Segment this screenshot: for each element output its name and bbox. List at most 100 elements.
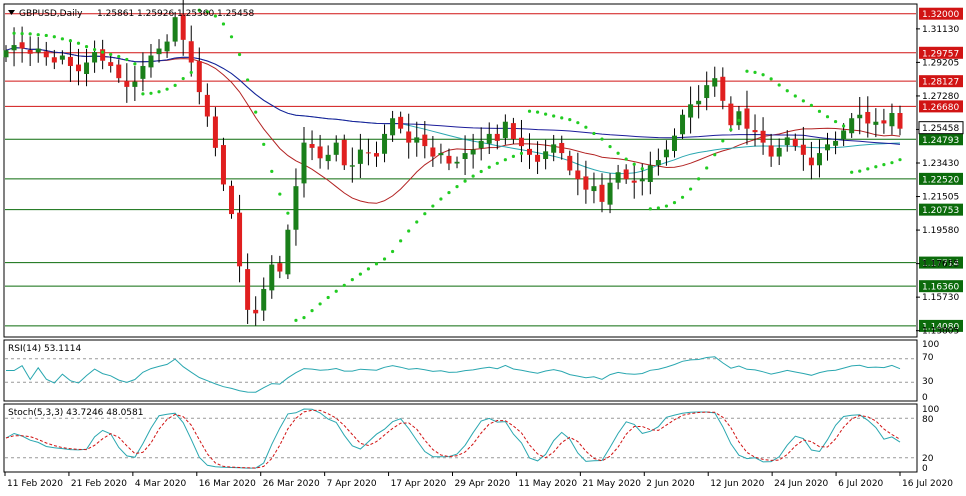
candle-body-15 <box>124 80 130 87</box>
candle-body-95 <box>768 145 774 157</box>
candle-body-7 <box>59 55 65 60</box>
stoch-level-100: 100 <box>922 405 939 415</box>
candle-body-39 <box>317 146 323 159</box>
psar-dot-24 <box>197 8 201 12</box>
time-tick-label-6: 17 Apr 2020 <box>391 479 447 489</box>
candle-body-68 <box>551 144 557 153</box>
psar-dot-52 <box>423 212 427 216</box>
psar-dot-101 <box>817 109 822 113</box>
psar-dot-77 <box>624 157 628 161</box>
psar-dot-87 <box>705 166 709 170</box>
time-tick-label-0: 11 Feb 2020 <box>7 479 63 489</box>
psar-dot-40 <box>326 295 330 300</box>
psar-dot-35 <box>286 211 290 215</box>
psar-dot-19 <box>157 90 161 94</box>
candle-body-51 <box>414 137 420 143</box>
dropdown-triangle-icon[interactable] <box>8 10 15 15</box>
psar-dot-102 <box>825 115 830 119</box>
psar-dot-39 <box>318 302 322 306</box>
time-tick-label-7: 29 Apr 2020 <box>455 479 511 489</box>
time-tick-label-14: 16 Jul 2020 <box>902 479 953 489</box>
time-tick-label-3: 16 Mar 2020 <box>199 479 256 489</box>
rsi-label: RSI(14) 53.1114 <box>8 344 81 354</box>
psar-dot-104 <box>842 124 846 128</box>
psar-dot-85 <box>688 187 693 191</box>
psar-dot-110 <box>890 161 894 165</box>
ohlc-open: 1.25861 <box>97 9 134 19</box>
psar-dot-4 <box>36 33 40 37</box>
psar-dot-98 <box>793 94 797 98</box>
time-tick-label-2: 4 Mar 2020 <box>135 479 187 489</box>
rsi-level-70: 70 <box>922 353 934 363</box>
candle-body-83 <box>671 135 677 151</box>
candle-body-3 <box>27 49 33 54</box>
psar-dot-66 <box>535 110 540 114</box>
candle-body-88 <box>712 78 718 87</box>
psar-dot-7 <box>60 37 64 41</box>
candle-body-63 <box>510 123 516 140</box>
candle-body-8 <box>67 56 73 66</box>
psar-dot-100 <box>809 103 814 107</box>
psar-dot-9 <box>76 41 81 45</box>
psar-dot-99 <box>801 99 805 103</box>
candle-body-98 <box>792 138 798 147</box>
candle-body-40 <box>325 154 331 162</box>
psar-dot-42 <box>342 283 346 287</box>
time-tick-label-10: 2 Jun 2020 <box>646 479 695 489</box>
candle-body-64 <box>518 137 524 147</box>
psar-dot-65 <box>527 109 532 113</box>
psar-dot-55 <box>447 190 451 195</box>
rsi-level-0: 0 <box>922 393 928 403</box>
candle-body-35 <box>285 229 291 275</box>
psar-dot-56 <box>455 185 459 189</box>
candle-body-70 <box>567 155 573 171</box>
psar-dot-72 <box>584 125 588 129</box>
psar-dot-2 <box>20 31 24 36</box>
psar-dot-10 <box>84 44 89 49</box>
candle-body-58 <box>470 149 476 155</box>
candle-body-38 <box>309 144 315 148</box>
time-tick-label-12: 24 Jun 2020 <box>774 479 828 489</box>
candle-body-32 <box>261 288 267 311</box>
candle-body-46 <box>373 153 379 157</box>
level-label-4: 1.24793 <box>922 136 959 146</box>
candle-body-100 <box>808 157 814 166</box>
candle-body-97 <box>784 137 790 146</box>
level-tag-1 <box>919 46 963 59</box>
psar-dot-6 <box>52 35 56 39</box>
psar-dot-22 <box>181 76 185 81</box>
psar-dot-71 <box>576 121 580 125</box>
psar-dot-17 <box>141 92 145 96</box>
candle-body-29 <box>237 212 243 267</box>
level-tag-9 <box>919 319 963 332</box>
candle-body-1 <box>11 45 17 51</box>
stoch-level-80: 80 <box>922 415 934 425</box>
psar-dot-79 <box>640 167 644 171</box>
time-tick-label-5: 7 Apr 2020 <box>327 479 377 489</box>
level-label-7: 1.17714 <box>922 259 959 269</box>
psar-dot-62 <box>503 158 507 162</box>
candle-body-48 <box>390 118 396 136</box>
candle-body-103 <box>833 140 839 146</box>
time-tick-label-4: 26 Mar 2020 <box>263 479 320 489</box>
psar-dot-88 <box>713 153 717 157</box>
stoch-panel-frame <box>3 403 918 473</box>
level-label-6: 1.20753 <box>922 206 959 216</box>
rsi-level-100: 100 <box>922 340 939 350</box>
psar-dot-23 <box>189 70 193 75</box>
price-tick-label-2: 1.27280 <box>922 92 959 102</box>
psar-dot-82 <box>664 204 669 208</box>
candle-body-14 <box>116 64 122 79</box>
psar-dot-26 <box>213 14 218 18</box>
psar-dot-47 <box>382 257 387 261</box>
psar-dot-44 <box>358 272 362 276</box>
psar-dot-63 <box>511 154 516 158</box>
main-panel-frame <box>3 3 918 338</box>
psar-dot-18 <box>149 91 153 95</box>
candle-body-22 <box>180 14 186 40</box>
psar-dot-53 <box>431 204 435 208</box>
psar-dot-74 <box>600 137 604 141</box>
psar-dot-68 <box>552 114 556 118</box>
psar-dot-97 <box>785 89 789 93</box>
level-label-1: 1.29757 <box>922 49 959 59</box>
